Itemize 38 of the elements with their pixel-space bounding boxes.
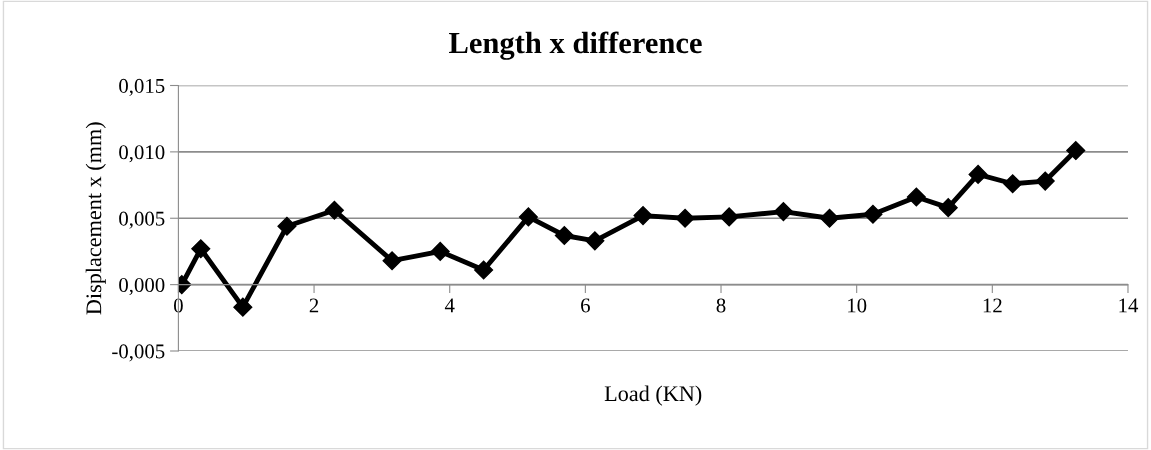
point: [233, 297, 253, 317]
point: [820, 208, 840, 228]
point: [518, 207, 538, 227]
x-tick-label: 2: [309, 298, 319, 313]
point: [1003, 174, 1023, 194]
point: [863, 204, 883, 224]
y-tick-label: 0,015: [119, 78, 165, 96]
x-tick-label: 4: [444, 298, 455, 313]
x-tick-label: 8: [716, 298, 726, 313]
point: [474, 260, 494, 280]
y-tick-label: -0,005: [112, 344, 165, 362]
point: [633, 206, 653, 226]
x-axis-title: Load (KN): [604, 385, 702, 406]
point: [773, 202, 793, 222]
y-tick-label: 0,005: [119, 211, 165, 229]
x-tick-label: 10: [848, 298, 867, 313]
x-tick-label: 12: [983, 298, 1002, 313]
point: [675, 208, 695, 228]
y-axis-title: Displacement x (mm): [85, 122, 106, 315]
point: [938, 198, 958, 218]
y-tick-label: 0,010: [119, 145, 165, 163]
chart-title: Length x difference: [449, 31, 702, 60]
point: [968, 164, 988, 184]
point: [191, 239, 211, 259]
point: [554, 225, 574, 246]
x-tick-label: 0: [173, 298, 183, 313]
x-tick-label: 14: [1119, 298, 1139, 313]
point: [906, 187, 926, 207]
point: [1066, 141, 1086, 161]
point: [382, 251, 402, 271]
point: [277, 216, 297, 236]
y-tick-label: 0,000: [119, 278, 165, 296]
x-tick-label: 6: [581, 298, 590, 313]
point: [585, 231, 605, 251]
point: [324, 200, 344, 220]
point: [430, 241, 450, 261]
point: [719, 207, 739, 227]
point: [1035, 171, 1055, 191]
